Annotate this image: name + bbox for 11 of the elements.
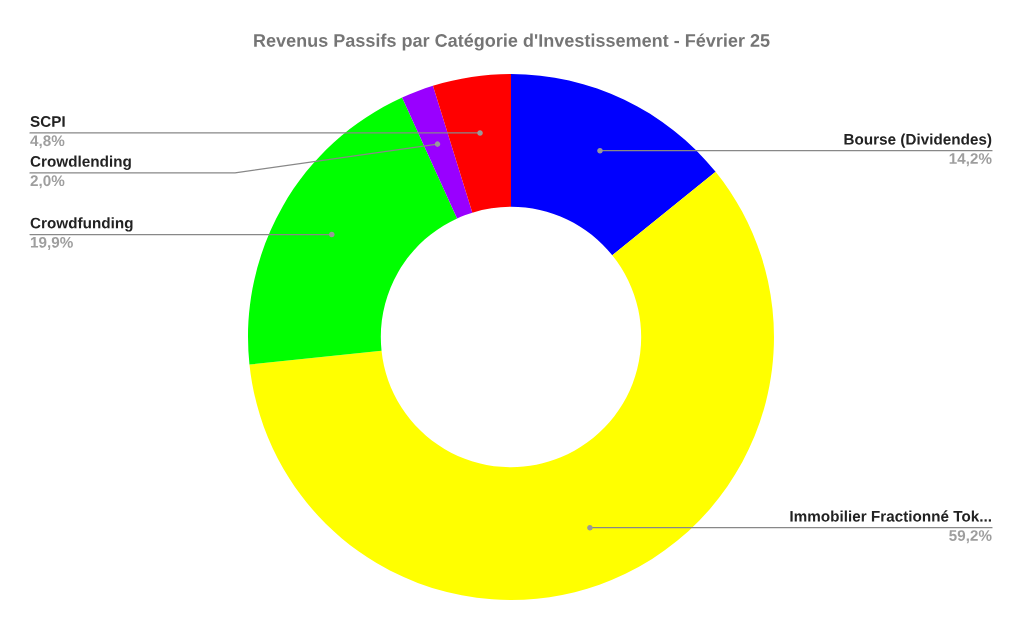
slice-label: Crowdlending	[30, 155, 131, 170]
slice-label: SCPI	[30, 116, 65, 127]
data-label: 4,8%	[30, 135, 65, 149]
data-label: 59,2%	[949, 530, 992, 544]
data-label: 19,9%	[30, 236, 73, 250]
data-label: 2,0%	[30, 175, 65, 189]
slice-label: Crowdfunding	[30, 217, 133, 232]
slice-label: Bourse (Dividendes)	[844, 133, 992, 148]
data-label: 14,2%	[949, 153, 992, 167]
chart-title: Revenus Passifs par Catégorie d'Investissement - Février 25	[254, 33, 770, 51]
slice-label: Immobilier Fractionné Tok...	[790, 510, 991, 522]
